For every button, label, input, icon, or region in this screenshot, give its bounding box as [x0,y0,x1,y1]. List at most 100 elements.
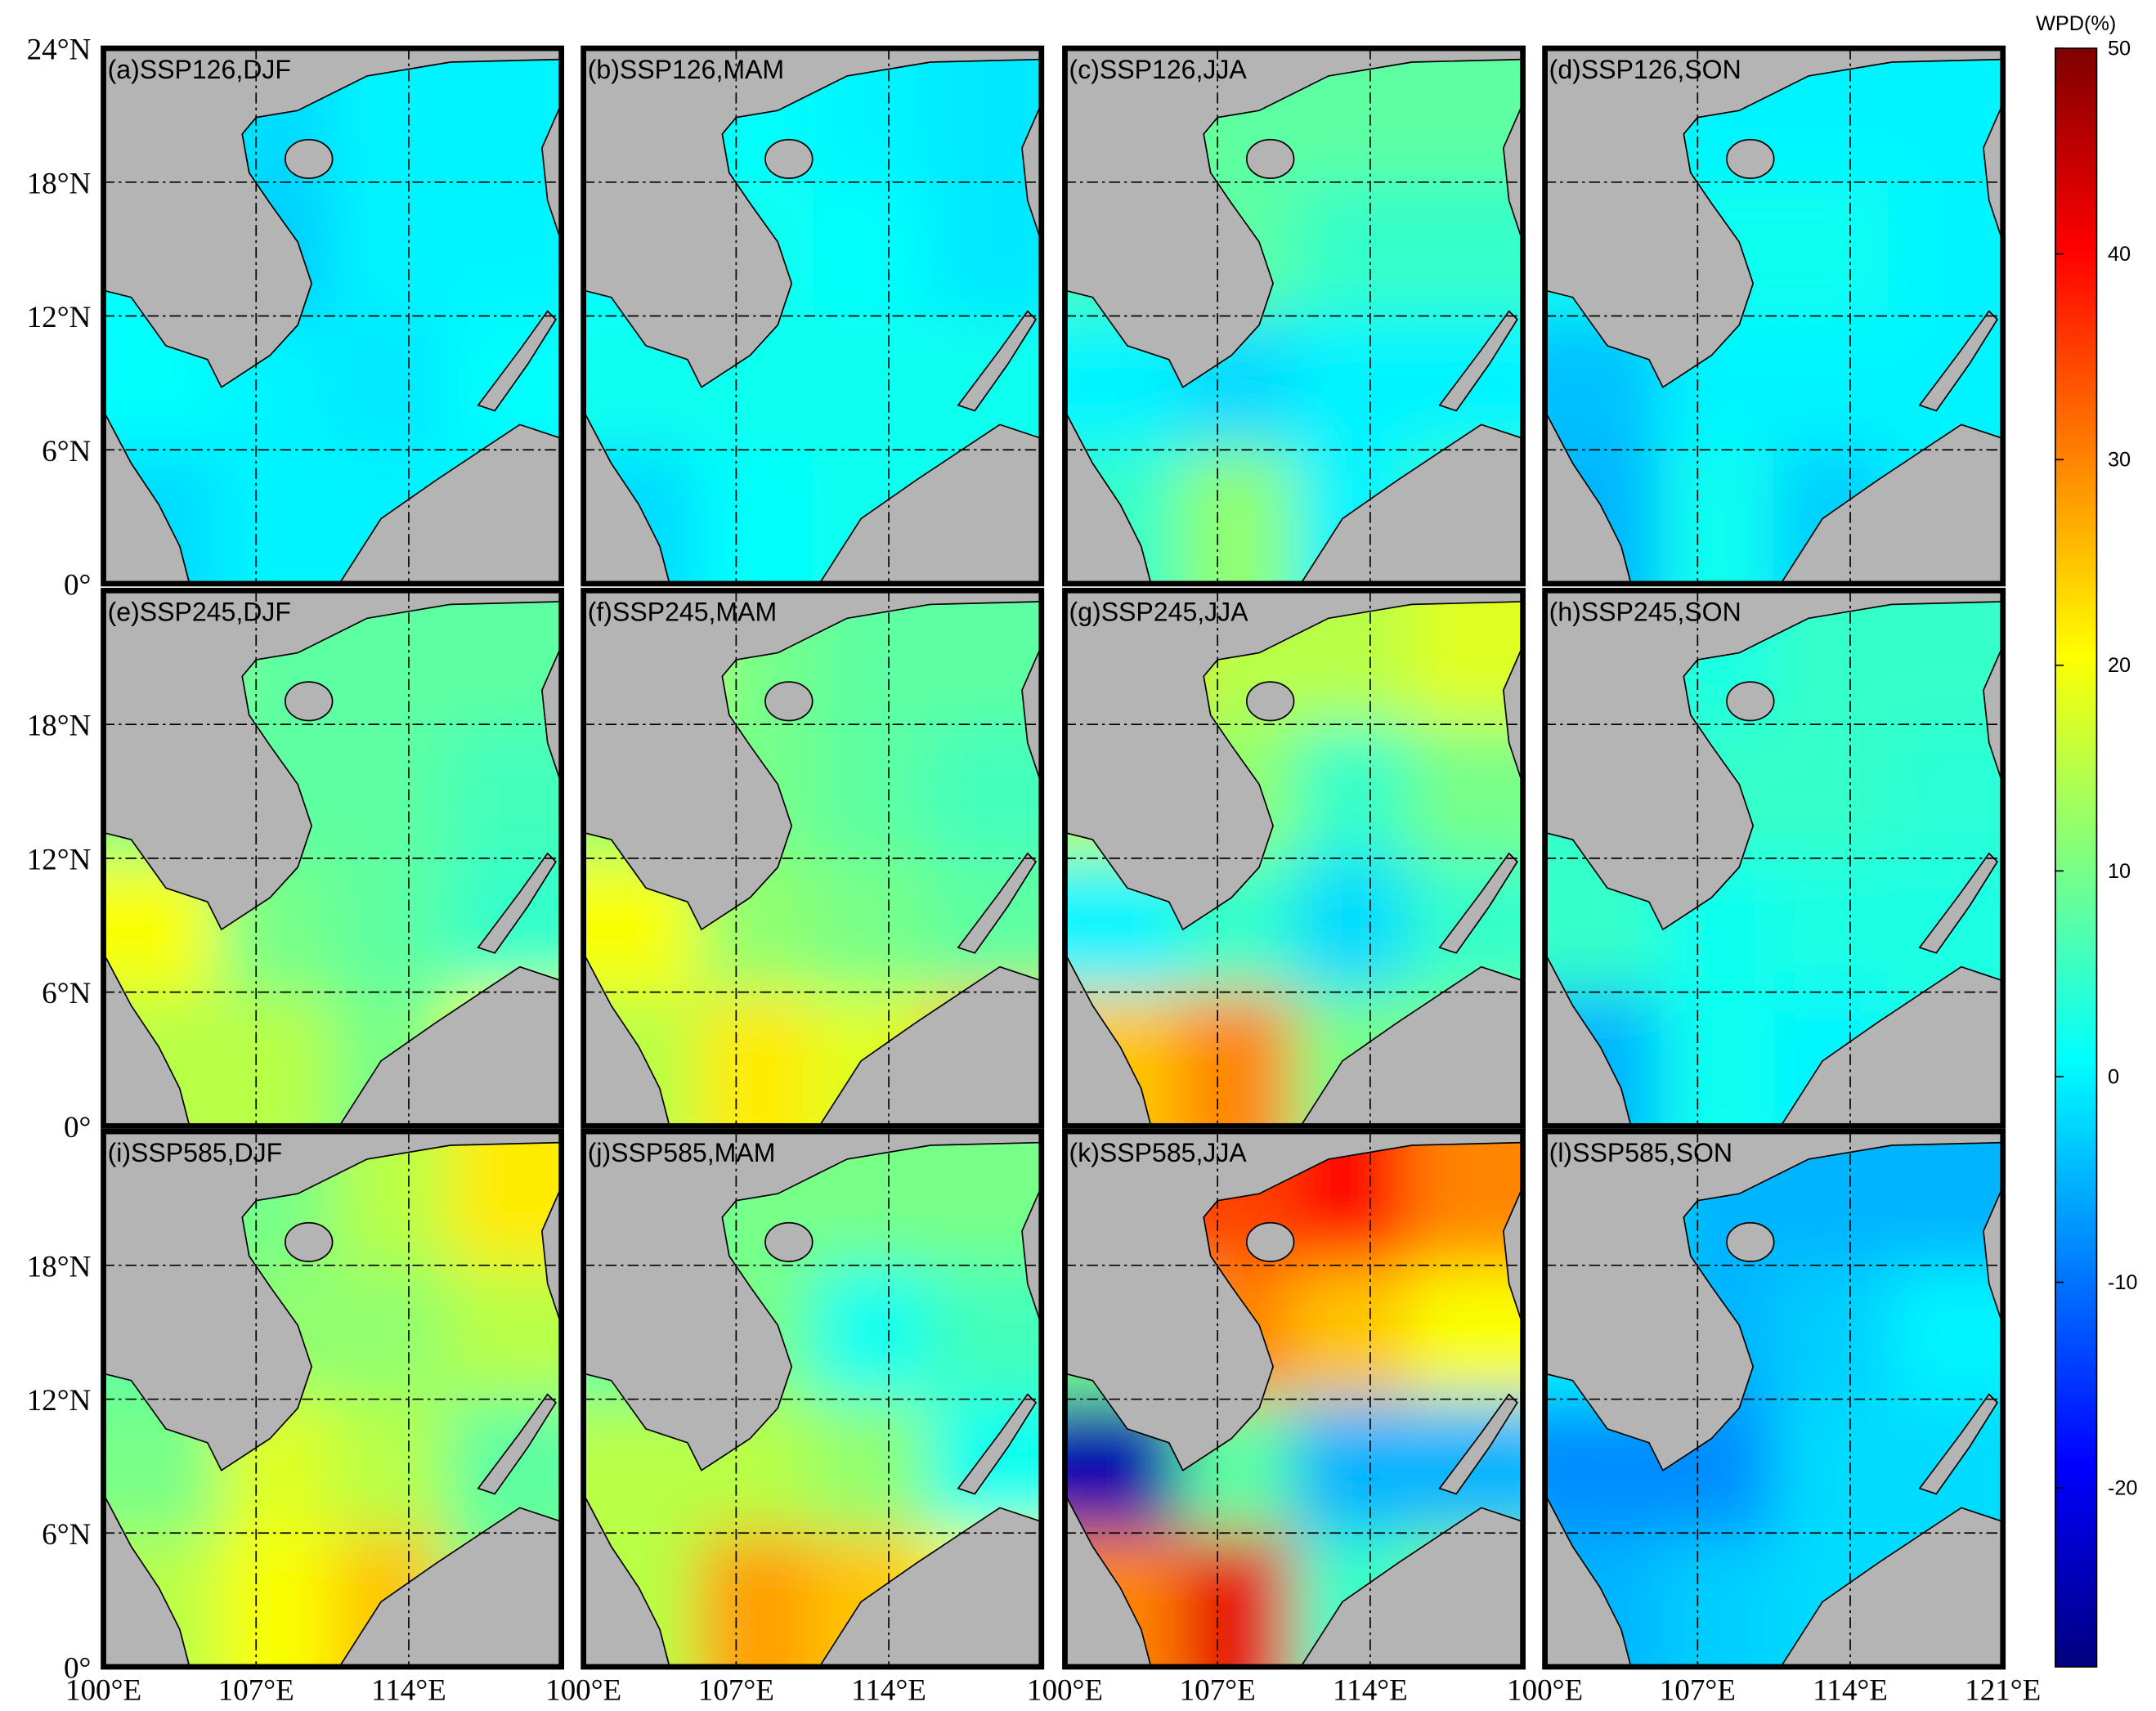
field-cell [926,1265,1042,1401]
field-cell [446,181,562,318]
panel-frame [580,45,1045,587]
panel-label: (f)SSP245,MAM [588,598,777,627]
field-cell [1408,181,1523,318]
field-cell [926,48,1042,184]
field-cell [926,724,1042,860]
field-cell [332,1265,449,1401]
lon-tick-label: 107°E [1660,1673,1736,1707]
field-cell [332,1399,449,1534]
field-cell [1293,1399,1410,1534]
field-cell [1773,858,1890,994]
lat-tick-label: 18°N [27,1250,92,1283]
field-cell [217,450,334,584]
field-cell [812,858,929,994]
lat-tick-label: 0° [64,1651,91,1685]
panel [1544,590,2003,1126]
field-cell [1773,1265,1890,1401]
field-cell [697,1533,814,1667]
field-cell [1408,1265,1523,1401]
colorbar-tick-label: -10 [2108,1271,2138,1294]
panel-frame [101,1128,565,1670]
field-cell [812,48,929,184]
field-cell [1408,1131,1523,1267]
panel-frame [1542,1128,2006,1670]
lat-tick-label: 0° [64,568,91,602]
field-cell [217,1533,334,1667]
field-cell [812,1399,929,1534]
colorbar-tick-label: 30 [2108,449,2131,472]
panel [1065,1131,1523,1667]
panel-label: (j)SSP585,MAM [588,1138,776,1167]
panel [1065,48,1523,584]
field-cell [1179,992,1296,1126]
field-cell [1773,1399,1890,1534]
colorbar-tick-label: -20 [2108,1477,2138,1500]
field-cell [812,1265,929,1401]
lon-tick-label: 100°E [1507,1673,1583,1707]
field-cell [1293,1265,1410,1401]
panel-label: (k)SSP585,JJA [1069,1138,1248,1167]
panel-label: (e)SSP245,DJF [108,598,291,627]
field-cell [926,1131,1042,1267]
lat-tick-label: 18°N [27,710,92,743]
lon-tick-label: 100°E [1027,1673,1103,1707]
lon-tick-label: 100°E [65,1673,141,1707]
field-cell [332,858,449,994]
panel-label: (g)SSP245,JJA [1069,598,1249,627]
field-cell [1293,724,1410,860]
lon-tick-label: 114°E [1333,1673,1408,1707]
panel [583,1131,1042,1667]
field-cell [446,48,562,184]
panel-label: (l)SSP585,SON [1549,1138,1732,1167]
panel-frame [1062,588,1526,1129]
panel-frame [1542,45,2006,587]
field-cell [1408,48,1523,184]
colorbar-tick-label: 0 [2108,1065,2119,1088]
lon-tick-label: 107°E [1180,1673,1256,1707]
panel-frame [1062,45,1526,587]
lon-tick-label: 107°E [698,1673,774,1707]
field-cell [1888,48,2003,184]
field-cell [1773,724,1890,860]
panel-frame [1542,588,2006,1129]
lat-tick-label: 0° [64,1111,91,1144]
field-cell [1888,1131,2003,1267]
lat-tick-label: 24°N [27,34,92,67]
panel [103,1131,562,1667]
panel-label: (b)SSP126,MAM [588,55,784,84]
panel [1544,48,2003,584]
field-cell [1408,590,1523,726]
panel-frame [101,588,565,1129]
field-cell [697,450,814,584]
colorbar-tick-label: 20 [2108,654,2131,677]
field-cell [446,1131,562,1267]
panel-frame [580,1128,1045,1670]
colorbar-tick-label: 10 [2108,860,2131,883]
lon-tick-label: 107°E [218,1673,294,1707]
field-cell [1888,181,2003,318]
field-cell [1888,1265,2003,1401]
field-cell [1293,181,1410,318]
field-cell [926,181,1042,318]
field-cell [332,724,449,860]
field-cell [1293,316,1410,451]
lat-tick-label: 18°N [27,167,92,200]
field-cell [446,590,562,726]
field-cell [1659,992,1776,1126]
field-cell [1773,48,1890,184]
panel [103,48,562,584]
lon-tick-label: 121°E [1965,1673,2041,1707]
panel-label: (c)SSP126,JJA [1069,55,1248,84]
field-cell [1179,450,1296,584]
field-cell [1293,858,1410,994]
field-cell [697,992,814,1126]
lat-tick-label: 6°N [42,1518,91,1552]
colorbar [2054,47,2098,1668]
panel [583,590,1042,1126]
field-cell [217,992,334,1126]
lon-tick-label: 114°E [851,1673,926,1707]
field-cell [332,48,449,184]
panel-frame [1062,1128,1526,1670]
panel-label: (h)SSP245,SON [1549,598,1741,627]
